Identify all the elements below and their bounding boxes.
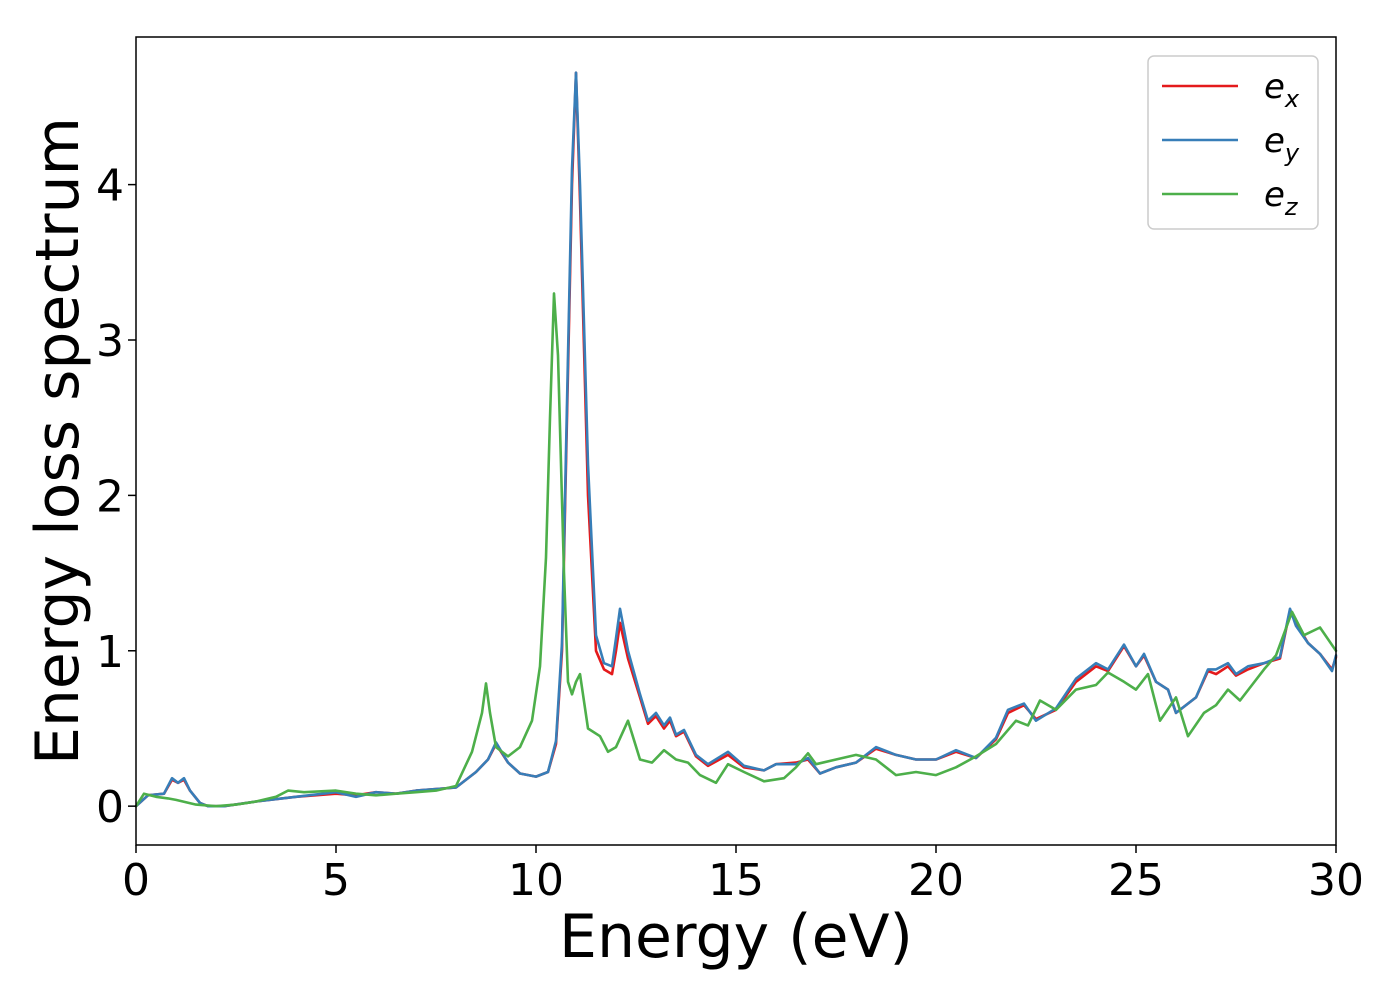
y-tick-label: 0 [96,782,124,833]
series-layer [134,71,1338,808]
legend-label-subscript: z [1284,193,1299,221]
x-axis-title: Energy (eV) [559,902,913,972]
legend-label-subscript: y [1284,139,1300,167]
legend-label-main: e [1264,67,1285,107]
legend-label-main: e [1264,121,1285,161]
x-tick-label: 15 [708,855,764,906]
legend-label-subscript: x [1284,85,1300,113]
legend-label-e-x: ex [1264,67,1300,113]
legend-label-e-z: ez [1264,175,1299,221]
series-line-e-z [134,292,1338,808]
x-tick-label: 5 [322,855,350,906]
y-tick-label: 3 [96,316,124,367]
x-axis: 0 5 10 15 20 25 30 [122,845,1364,906]
legend-label-e-y: ey [1264,121,1300,167]
x-tick-label: 30 [1308,855,1364,906]
x-tick-label: 20 [908,855,964,906]
legend-label-main: e [1264,175,1285,215]
y-axis-title: Energy loss spectrum [23,117,93,765]
y-tick-label: 4 [96,161,124,212]
y-tick-label: 1 [96,627,124,678]
y-tick-label: 2 [96,471,124,522]
x-tick-label: 10 [508,855,564,906]
y-axis: 0 1 2 3 4 [96,161,136,833]
x-tick-label: 25 [1108,855,1164,906]
x-tick-label: 0 [122,855,150,906]
legend-box [1147,55,1319,230]
